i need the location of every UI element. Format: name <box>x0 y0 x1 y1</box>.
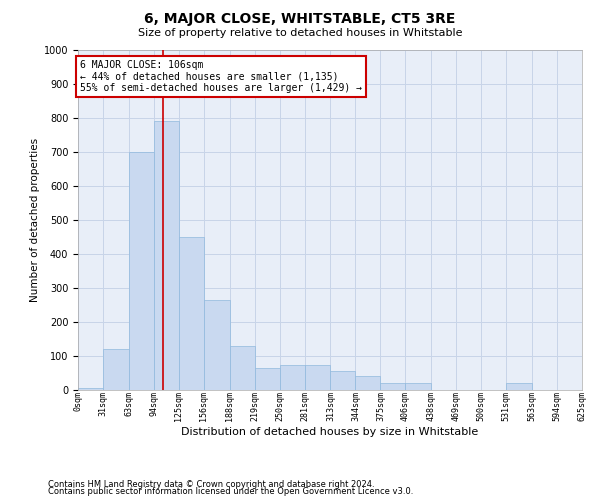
Bar <box>305 364 331 390</box>
Bar <box>355 376 380 390</box>
Text: Contains public sector information licensed under the Open Government Licence v3: Contains public sector information licen… <box>48 487 413 496</box>
Bar <box>406 383 431 390</box>
Bar <box>380 383 406 390</box>
Text: Size of property relative to detached houses in Whitstable: Size of property relative to detached ho… <box>138 28 462 38</box>
Bar <box>506 383 532 390</box>
Bar <box>331 372 355 390</box>
Text: 6 MAJOR CLOSE: 106sqm
← 44% of detached houses are smaller (1,135)
55% of semi-d: 6 MAJOR CLOSE: 106sqm ← 44% of detached … <box>80 60 362 94</box>
Bar <box>204 300 230 390</box>
Text: Contains HM Land Registry data © Crown copyright and database right 2024.: Contains HM Land Registry data © Crown c… <box>48 480 374 489</box>
Y-axis label: Number of detached properties: Number of detached properties <box>29 138 40 302</box>
Bar <box>179 237 204 390</box>
Bar <box>78 388 103 390</box>
Bar <box>129 152 154 390</box>
Bar <box>154 122 179 390</box>
Bar <box>230 346 254 390</box>
Bar <box>280 364 305 390</box>
Bar <box>254 368 280 390</box>
Text: 6, MAJOR CLOSE, WHITSTABLE, CT5 3RE: 6, MAJOR CLOSE, WHITSTABLE, CT5 3RE <box>145 12 455 26</box>
Bar <box>103 349 129 390</box>
X-axis label: Distribution of detached houses by size in Whitstable: Distribution of detached houses by size … <box>181 427 479 437</box>
